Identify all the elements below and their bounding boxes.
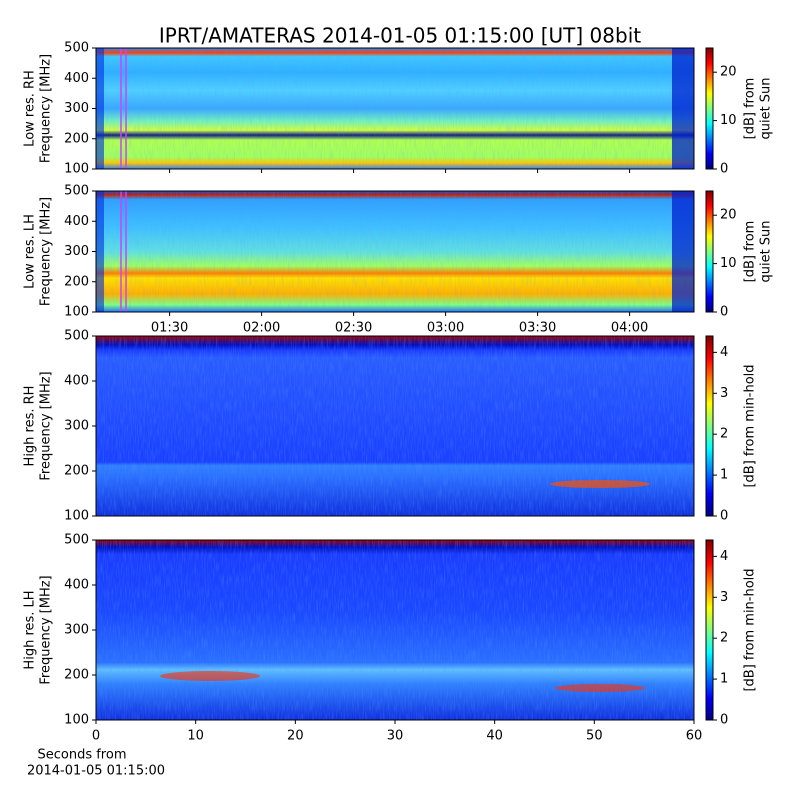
y-tick-label: 300 [64, 244, 89, 259]
colorbar-tick-label: 10 [720, 113, 737, 128]
colorbar-label: [dB] from [743, 78, 758, 140]
y-axis-label: Frequency [MHz] [39, 197, 54, 306]
x-tick-label: 03:00 [427, 321, 464, 336]
x-tick-label: 0 [92, 729, 100, 744]
y-axis-label: Frequency [MHz] [39, 575, 54, 684]
colorbar-label: quiet Sun [759, 220, 774, 282]
y-tick-label: 400 [64, 214, 89, 229]
colorbar-tick-label: 20 [720, 65, 737, 80]
x-tick-label: 60 [686, 729, 703, 744]
colorbar-tick-label: 2 [720, 427, 728, 442]
colorbar-tick-label: 0 [720, 713, 728, 728]
y-tick-label: 400 [64, 374, 89, 389]
y-tick-label: 500 [64, 329, 89, 344]
spectrogram-images [96, 48, 694, 720]
y-tick-label: 400 [64, 578, 89, 593]
y-axis-label: Frequency [MHz] [39, 54, 54, 163]
colorbar-tick-label: 3 [720, 386, 728, 401]
y-tick-label: 400 [64, 71, 89, 86]
y-tick-label: 300 [64, 419, 89, 434]
y-tick-label: 300 [64, 623, 89, 638]
y-axis-label: Frequency [MHz] [39, 371, 54, 480]
x-axis-label: 2014-01-05 01:15:00 [27, 764, 165, 779]
x-tick-label: 02:00 [243, 321, 280, 336]
y-tick-label: 200 [64, 464, 89, 479]
colorbar [705, 190, 714, 313]
colorbar [705, 47, 714, 170]
colorbar-label: quiet Sun [759, 77, 774, 139]
y-tick-label: 500 [64, 533, 89, 548]
colorbar-tick-label: 10 [720, 256, 737, 271]
x-tick-label: 30 [387, 729, 404, 744]
y-axis-label: High res. RH [23, 386, 38, 467]
colorbar-tick-label: 0 [720, 509, 728, 524]
colorbar-tick-label: 1 [720, 672, 728, 687]
chart-title: IPRT/AMATERAS 2014-01-05 01:15:00 [UT] 0… [159, 24, 641, 48]
y-tick-label: 200 [64, 131, 89, 146]
y-axis-label: Low res. RH [23, 70, 38, 147]
y-tick-label: 500 [64, 184, 89, 199]
colorbar-label: [dB] from [743, 221, 758, 283]
y-tick-label: 200 [64, 668, 89, 683]
x-tick-label: 20 [287, 729, 304, 744]
x-tick-label: 02:30 [335, 321, 372, 336]
colorbar [705, 539, 714, 721]
x-axis-label: Seconds from [37, 748, 126, 763]
x-tick-label: 01:30 [151, 321, 188, 336]
y-tick-label: 100 [64, 509, 89, 524]
colorbar-tick-label: 0 [720, 305, 728, 320]
y-axis-label: Low res. LH [23, 214, 38, 289]
colorbar-tick-label: 0 [720, 162, 728, 177]
x-tick-label: 03:30 [519, 321, 556, 336]
y-tick-label: 100 [64, 713, 89, 728]
colorbar-tick-label: 4 [720, 549, 728, 564]
colorbar-tick-label: 1 [720, 468, 728, 483]
colorbar-label: [dB] from min-hold [743, 568, 758, 691]
colorbar-label: [dB] from min-hold [743, 364, 758, 487]
colorbar [705, 335, 714, 517]
colorbar-tick-label: 20 [720, 208, 737, 223]
colorbar-tick-label: 3 [720, 590, 728, 605]
y-tick-label: 100 [64, 162, 89, 177]
y-axis-label: High res. LH [23, 590, 38, 669]
y-tick-label: 300 [64, 101, 89, 116]
x-tick-label: 40 [486, 729, 503, 744]
x-tick-label: 50 [586, 729, 603, 744]
colorbar-tick-label: 2 [720, 631, 728, 646]
colorbar-tick-label: 4 [720, 345, 728, 360]
y-tick-label: 200 [64, 274, 89, 289]
x-tick-label: 04:00 [611, 321, 648, 336]
y-tick-label: 100 [64, 305, 89, 320]
x-tick-label: 10 [187, 729, 204, 744]
y-tick-label: 500 [64, 41, 89, 56]
